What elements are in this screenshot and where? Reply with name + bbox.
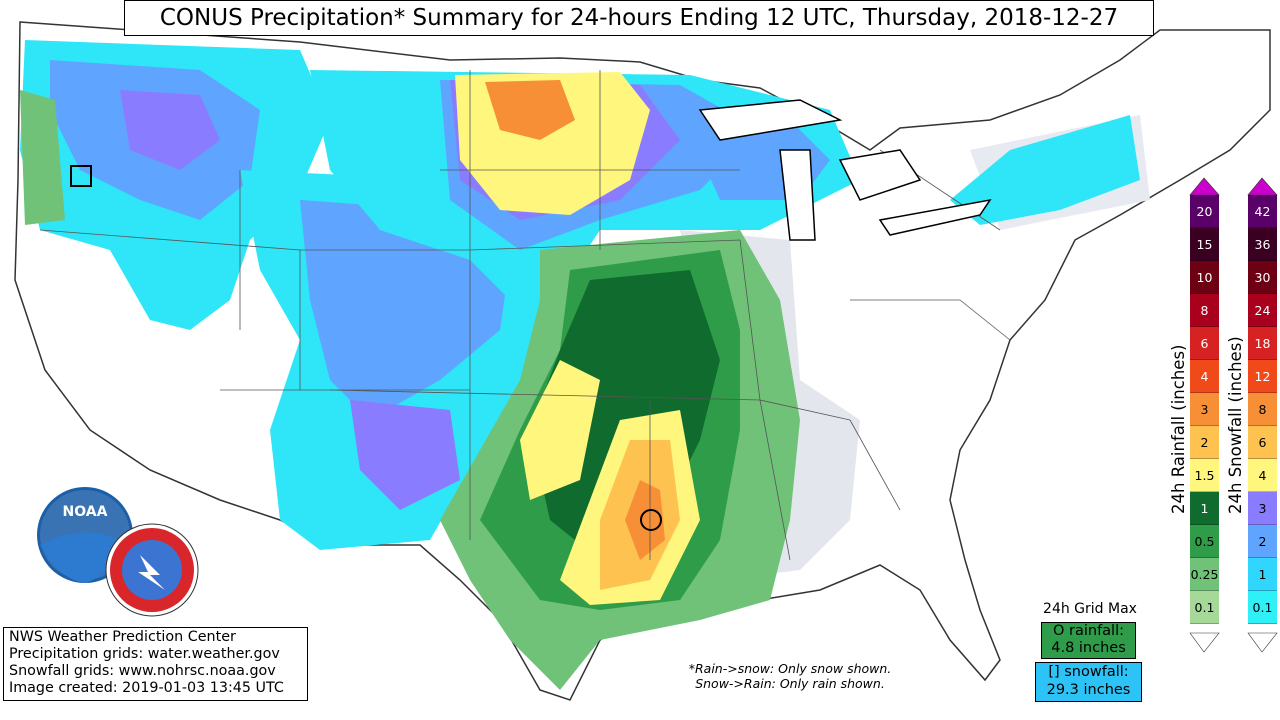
rain-legend-cell: 10 [1190,261,1219,294]
rain-legend-cell: 6 [1190,327,1219,360]
snow-legend-top-arrow [1247,177,1278,196]
snow-colorbar: 42 36 30 24 18 12 8 6 4 3 2 1 0.1 [1248,195,1277,624]
rain-colorbar: 20 15 10 8 6 4 3 2 1.5 1 0.5 0.25 0.1 [1190,195,1219,624]
rain-legend-cell: 1.5 [1190,459,1219,492]
rain-texas-yellow [520,360,600,500]
grid-max-rainfall-value: 4.8 inches [1051,640,1126,656]
grid-max-snowfall-label: [] snowfall: [1048,664,1129,680]
snow-legend-cell: 3 [1248,492,1277,525]
nws-logo [105,523,199,617]
info-box: NWS Weather Prediction Center Precipitat… [3,627,308,701]
snow-legend-bottom-arrow [1247,632,1278,653]
state-lines [39,70,1011,561]
snow-legend-cell: 24 [1248,294,1277,327]
notes: *Rain->snow: Only snow shown. Snow->Rain… [640,661,940,691]
info-line-precip: Precipitation grids: water.weather.gov [9,646,280,662]
snowfall-max-marker [70,165,92,187]
note-snow-rain: Snow->Rain: Only rain shown. [695,676,885,691]
grid-max-snowfall-value: 29.3 inches [1046,682,1131,698]
snow-legend-cell: 6 [1248,426,1277,459]
snow-legend-cell: 2 [1248,525,1277,558]
snow-legend-cell: 12 [1248,360,1277,393]
snow-legend-cell: 30 [1248,261,1277,294]
snow-legend-cell: 36 [1248,228,1277,261]
noaa-logo-text: NOAA [63,504,108,520]
grid-max-snowfall: [] snowfall: 29.3 inches [1035,662,1142,702]
grid-max-rainfall: O rainfall: 4.8 inches [1041,622,1136,659]
snow-legend-cell: 42 [1248,195,1277,228]
rainfall-max-marker [640,509,662,531]
great-lakes [698,99,992,241]
info-line-center: NWS Weather Prediction Center [9,629,236,645]
rain-legend-bottom-arrow [1189,632,1220,653]
snow-northeast [950,115,1140,225]
grid-max-rainfall-label: O rainfall: [1052,623,1125,639]
snow-legend-cell: 18 [1248,327,1277,360]
rain-legend-cell: 4 [1190,360,1219,393]
snow-dakotas-orange [485,80,575,140]
rain-oregon [20,90,65,225]
rain-legend-cell: 0.1 [1190,591,1219,624]
rain-legend-cell: 2 [1190,426,1219,459]
rain-la-red [625,480,665,560]
note-rain-snow: *Rain->snow: Only snow shown. [688,661,892,676]
rain-legend-cell: 0.5 [1190,525,1219,558]
grid-max-title: 24h Grid Max [1043,601,1137,617]
snow-legend-label: 24h Snowfall (inches) [1226,336,1245,514]
snow-legend-cell: 0.1 [1248,591,1277,624]
rain-legend-cell: 0.25 [1190,558,1219,591]
snow-northwest-core [120,90,220,170]
rain-legend-cell: 15 [1190,228,1219,261]
rain-legend-label: 24h Rainfall (inches) [1169,344,1188,514]
rain-legend-cell: 1 [1190,492,1219,525]
rain-legend-cell: 8 [1190,294,1219,327]
snow-legend-cell: 4 [1248,459,1277,492]
rain-legend-cell: 20 [1190,195,1219,228]
snow-legend-cell: 8 [1248,393,1277,426]
info-line-created: Image created: 2019-01-03 13:45 UTC [9,680,284,696]
snow-nm [350,400,460,510]
rain-legend-cell: 3 [1190,393,1219,426]
map-title: CONUS Precipitation* Summary for 24-hour… [124,0,1154,36]
rain-legend-top-arrow [1189,177,1220,196]
info-line-snow: Snowfall grids: www.nohrsc.noaa.gov [9,663,276,679]
snow-legend-cell: 1 [1248,558,1277,591]
